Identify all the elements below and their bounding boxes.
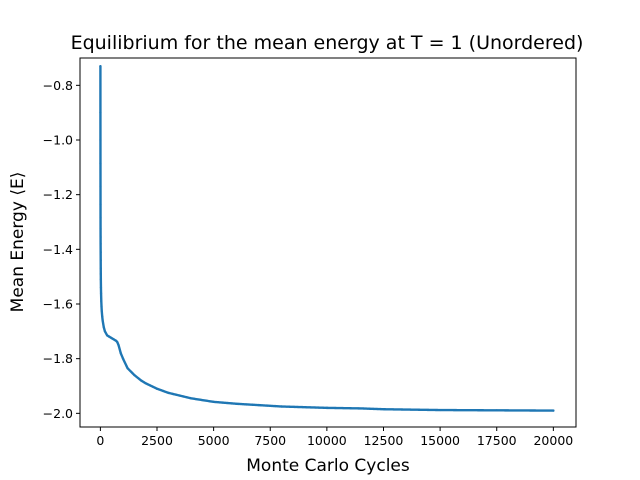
data-point <box>359 407 362 410</box>
x-tick-label: 2500 <box>141 433 173 448</box>
data-point <box>439 408 442 412</box>
x-tick-label: 10000 <box>307 433 347 448</box>
data-point <box>99 65 102 68</box>
data-point <box>325 406 328 409</box>
y-tick-label: −0.8 <box>43 78 73 93</box>
data-point <box>495 409 498 412</box>
data-point <box>99 259 102 262</box>
x-tick-label: 20000 <box>533 433 573 448</box>
data-point <box>212 400 215 403</box>
data-point <box>99 272 102 276</box>
data-point <box>99 227 102 230</box>
data-point <box>100 309 103 312</box>
chart-title: Equilibrium for the mean energy at T = 1… <box>71 32 584 54</box>
x-axis-ticks: 0 2500 5000 7500 10000 12500 15000 17500 20000 <box>96 427 573 448</box>
y-tick-label: −2.0 <box>43 406 73 421</box>
y-axis-label: Mean Energy ⟨E⟩ <box>8 172 28 313</box>
data-point <box>108 335 111 338</box>
y-tick-label: −1.8 <box>43 351 73 366</box>
data-point <box>101 315 104 318</box>
x-tick-label: 12500 <box>364 433 404 448</box>
x-axis-label: Monte Carlo Cycles <box>246 456 410 476</box>
x-tick-label: 7500 <box>254 433 286 448</box>
data-point <box>144 382 147 385</box>
data-point <box>99 278 102 281</box>
data-point <box>257 404 261 407</box>
data-point <box>99 216 102 219</box>
data-point <box>121 357 125 360</box>
y-axis-ticks: −0.8 −1.0 −1.2 −1.4 −1.6 −1.8 −2.0 <box>43 78 80 421</box>
data-point <box>99 111 102 114</box>
data-point <box>167 391 170 394</box>
data-point <box>99 291 103 295</box>
data-point <box>140 379 143 382</box>
data-point <box>99 203 102 206</box>
data-point <box>99 235 102 239</box>
data-point <box>126 367 129 370</box>
series-points <box>99 65 555 412</box>
series-trace <box>99 65 555 412</box>
plot-frame <box>79 57 577 428</box>
series-line <box>100 66 554 411</box>
x-tick-label: 15000 <box>420 433 460 448</box>
data-point <box>133 373 136 377</box>
data-point <box>99 250 102 254</box>
data-point <box>189 397 193 400</box>
data-point <box>117 343 120 347</box>
data-point <box>99 286 103 289</box>
data-point <box>100 305 103 308</box>
data-point <box>103 330 107 333</box>
data-point <box>235 402 238 405</box>
data-point <box>101 319 104 322</box>
data-point <box>382 408 385 411</box>
data-point <box>102 326 105 329</box>
x-tick-label: 0 <box>96 433 104 448</box>
data-point <box>99 267 102 270</box>
x-tick-label: 5000 <box>198 433 230 448</box>
y-tick-label: −1.2 <box>43 187 73 202</box>
x-tick-label: 17500 <box>477 433 517 448</box>
data-point <box>99 242 102 245</box>
data-point <box>552 409 555 412</box>
data-point <box>280 405 283 408</box>
y-tick-label: −1.0 <box>43 133 73 148</box>
data-point <box>99 185 102 188</box>
data-point <box>99 162 102 165</box>
data-point <box>112 338 116 341</box>
y-tick-label: −1.4 <box>43 242 73 257</box>
y-tick-label: −1.6 <box>43 297 73 312</box>
data-point <box>99 138 102 142</box>
data-point <box>155 387 159 390</box>
data-point <box>100 300 103 303</box>
data-point <box>110 337 113 340</box>
data-point <box>106 334 109 337</box>
data-point <box>119 352 122 355</box>
data-point <box>116 341 119 344</box>
